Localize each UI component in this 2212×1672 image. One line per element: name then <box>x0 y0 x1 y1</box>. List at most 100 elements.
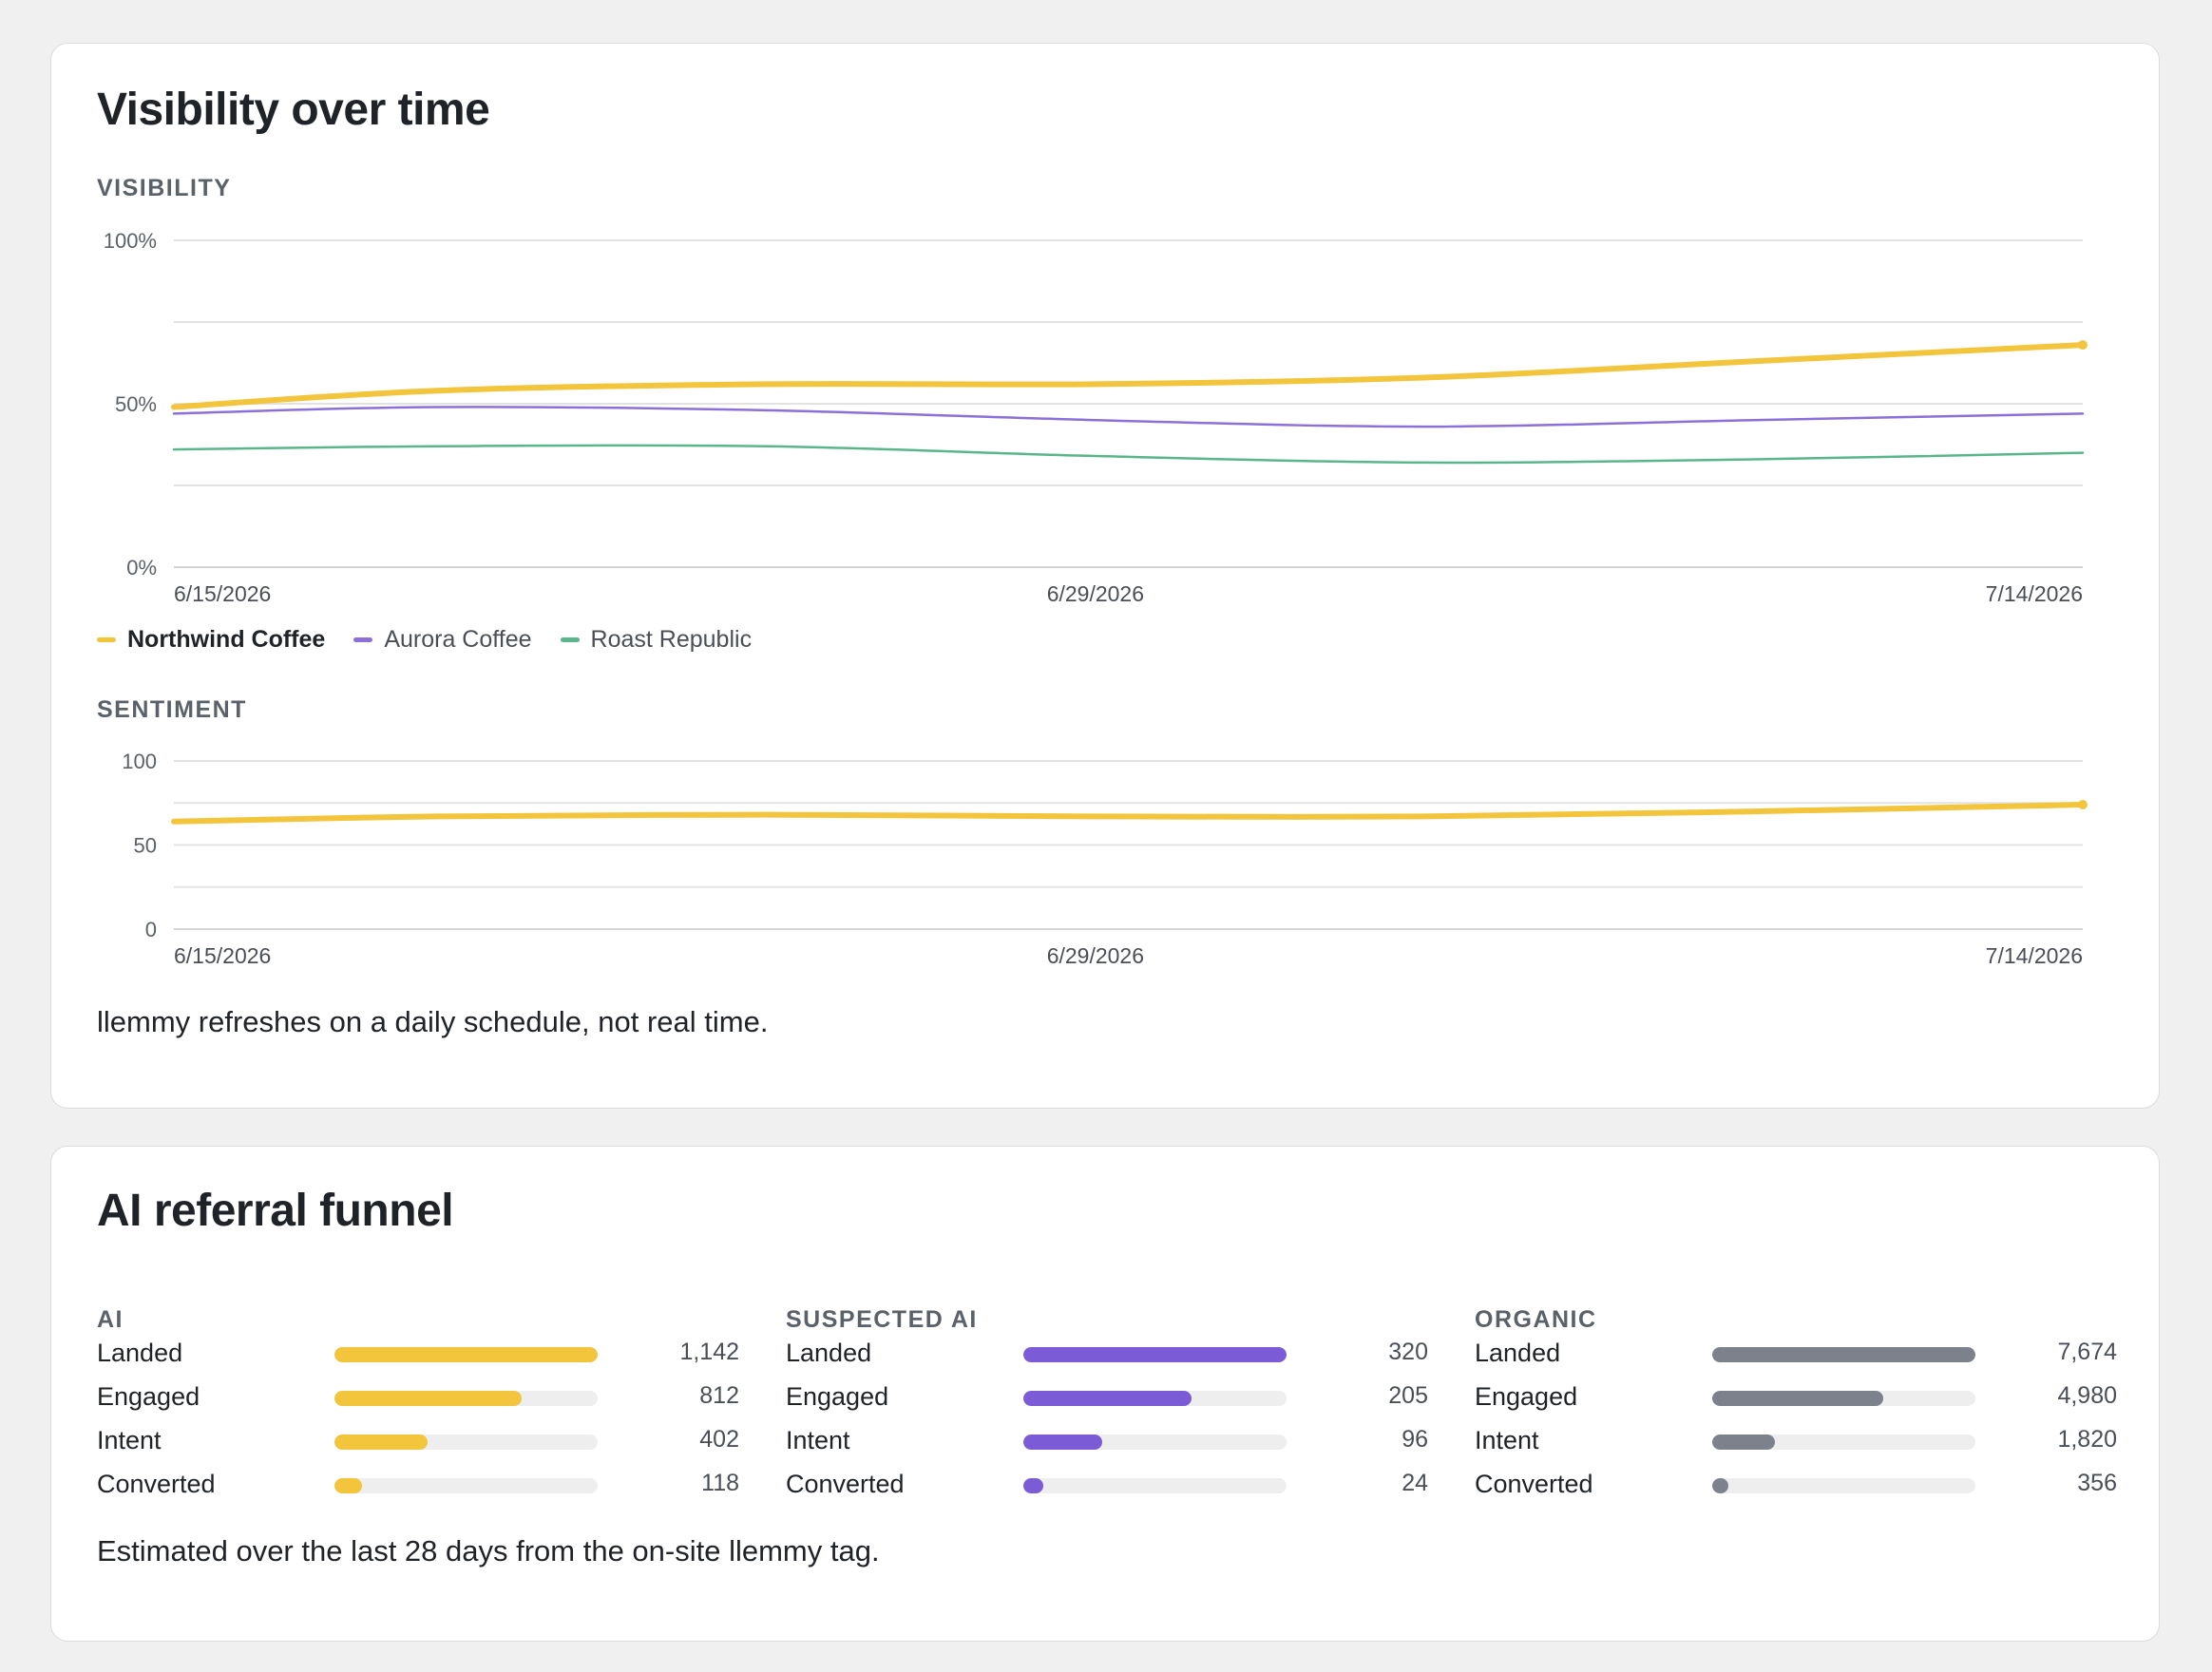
funnel-value: 812 <box>699 1382 739 1409</box>
refresh-note: llemmy refreshes on a daily schedule, no… <box>97 1005 769 1038</box>
funnel-bar-track <box>334 1434 598 1450</box>
funnel-bar-fill <box>1712 1391 1883 1406</box>
funnel-bar-fill <box>1023 1391 1192 1406</box>
funnel-value: 118 <box>701 1470 739 1496</box>
funnel-bar-track <box>334 1478 598 1493</box>
sentiment-x-tick-label: 7/14/2026 <box>1986 943 2083 968</box>
legend-label: Aurora Coffee <box>384 626 532 653</box>
funnel-bar-track <box>1023 1391 1287 1406</box>
visibility-card: Visibility over time VISIBILITY 0% 50% 100… <box>50 43 2160 1109</box>
funnel-row: Converted 24 <box>786 1466 1432 1510</box>
funnel-column: AI Landed 1,142 Engaged 812 Intent 402 Converte… <box>97 1306 743 1510</box>
funnel-row: Engaged 205 <box>786 1378 1432 1422</box>
sentiment-series-endpoint <box>2078 800 2088 810</box>
funnel-row: Intent 402 <box>97 1422 743 1466</box>
funnel-column: ORGANIC Landed 7,674 Engaged 4,980 Intent 1,82… <box>1475 1306 2121 1510</box>
funnel-bar-fill <box>334 1391 522 1406</box>
funnel-card: AI referral funnel AI Landed 1,142 Engaged 8… <box>50 1146 2160 1642</box>
funnel-bar-track <box>1712 1434 1975 1450</box>
funnel-stage-label: Intent <box>786 1426 850 1454</box>
funnel-value: 356 <box>2077 1470 2117 1496</box>
visibility-series-line-northwind-coffee <box>171 342 2086 410</box>
funnel-bar-track <box>334 1347 598 1362</box>
sentiment-x-tick-label: 6/29/2026 <box>1047 943 1144 968</box>
funnel-bar-track <box>1023 1478 1287 1493</box>
funnel-row: Intent 96 <box>786 1422 1432 1466</box>
visibility-y-tick-label: 0% <box>126 556 157 580</box>
funnel-row: Engaged 812 <box>97 1378 743 1422</box>
funnel-column-title: ORGANIC <box>1475 1306 1597 1333</box>
funnel-value: 24 <box>1402 1470 1428 1496</box>
funnel-bar-track <box>1712 1347 1975 1362</box>
sentiment-series-line-northwind-coffee <box>171 802 2086 825</box>
visibility-y-tick-label: 50% <box>115 392 157 416</box>
funnel-row: Landed 1,142 <box>97 1335 743 1378</box>
funnel-note: Estimated over the last 28 days from the… <box>97 1534 880 1568</box>
funnel-row: Converted 356 <box>1475 1466 2121 1510</box>
funnel-row: Landed 7,674 <box>1475 1335 2121 1378</box>
funnel-stage-label: Landed <box>97 1339 183 1367</box>
funnel-stage-label: Converted <box>786 1470 905 1498</box>
visibility-y-tick-label: 100% <box>104 229 157 253</box>
visibility-section-label: VISIBILITY <box>97 175 232 201</box>
funnel-stage-label: Intent <box>1475 1426 1539 1454</box>
visibility-card-title: Visibility over time <box>97 85 490 135</box>
sentiment-y-tick-label: 100 <box>122 750 157 773</box>
legend-swatch <box>353 637 373 642</box>
funnel-stage-label: Converted <box>1475 1470 1593 1498</box>
funnel-row: Converted 118 <box>97 1466 743 1510</box>
sentiment-y-tick-label: 0 <box>145 918 157 941</box>
visibility-x-tick-label: 6/29/2026 <box>1047 581 1144 606</box>
funnel-stage-label: Engaged <box>1475 1382 1578 1411</box>
funnel-bar-track <box>1712 1391 1975 1406</box>
funnel-stage-label: Converted <box>97 1470 216 1498</box>
visibility-x-tick-label: 7/14/2026 <box>1986 581 2083 606</box>
funnel-column-title: AI <box>97 1306 124 1333</box>
funnel-bar-fill <box>334 1434 428 1450</box>
funnel-bar-fill <box>334 1347 598 1362</box>
funnel-bar-fill <box>1712 1347 1975 1362</box>
funnel-bar-fill <box>1712 1434 1775 1450</box>
funnel-stage-label: Landed <box>786 1339 872 1367</box>
funnel-value: 1,142 <box>679 1339 739 1365</box>
funnel-stage-label: Engaged <box>97 1382 200 1411</box>
funnel-bar-track <box>1023 1434 1287 1450</box>
funnel-bar-fill <box>1023 1434 1103 1450</box>
funnel-stage-label: Intent <box>97 1426 162 1454</box>
funnel-bar-fill <box>334 1478 362 1493</box>
funnel-value: 1,820 <box>2057 1426 2117 1453</box>
visibility-chart: 0% 50% 100% 6/15/2026 6/29/2026 7/14/2026 <box>104 229 2088 606</box>
legend-label: Northwind Coffee <box>127 626 326 653</box>
funnel-value: 320 <box>1388 1339 1428 1365</box>
funnel-bar-track <box>334 1391 598 1406</box>
funnel-row: Engaged 4,980 <box>1475 1378 2121 1422</box>
visibility-series-endpoint <box>2078 340 2088 351</box>
funnel-column: SUSPECTED AI Landed 320 Engaged 205 Intent 96 C… <box>786 1306 1432 1510</box>
legend-item: Aurora Coffee <box>353 626 532 654</box>
funnel-value: 402 <box>699 1426 739 1453</box>
funnel-value: 4,980 <box>2057 1382 2117 1409</box>
funnel-bar-fill <box>1023 1347 1287 1362</box>
visibility-x-tick-label: 6/15/2026 <box>174 581 271 606</box>
funnel-value: 205 <box>1388 1382 1428 1409</box>
sentiment-chart: 0 50 100 6/15/2026 6/29/2026 7/14/2026 <box>122 750 2088 968</box>
visibility-series-line-roast-republic <box>172 444 2085 465</box>
funnel-stage-label: Engaged <box>786 1382 889 1411</box>
legend-item: Northwind Coffee <box>97 626 325 654</box>
legend-swatch <box>560 637 580 642</box>
funnel-bar-track <box>1712 1478 1975 1493</box>
funnel-bar-track <box>1023 1347 1287 1362</box>
visibility-series-line-aurora-coffee <box>172 406 2085 428</box>
legend-label: Roast Republic <box>590 626 753 653</box>
funnel-card-title: AI referral funnel <box>97 1186 454 1236</box>
visibility-legend: Northwind Coffee Aurora Coffee Roast Repub… <box>97 626 752 654</box>
sentiment-section-label: SENTIMENT <box>97 696 247 723</box>
legend-swatch <box>97 637 116 642</box>
funnel-bar-fill <box>1712 1478 1728 1493</box>
funnel-row: Landed 320 <box>786 1335 1432 1378</box>
funnel-row: Intent 1,820 <box>1475 1422 2121 1466</box>
sentiment-x-tick-label: 6/15/2026 <box>174 943 271 968</box>
funnel-stage-label: Landed <box>1475 1339 1561 1367</box>
funnel-bar-fill <box>1023 1478 1043 1493</box>
sentiment-y-tick-label: 50 <box>134 834 157 858</box>
